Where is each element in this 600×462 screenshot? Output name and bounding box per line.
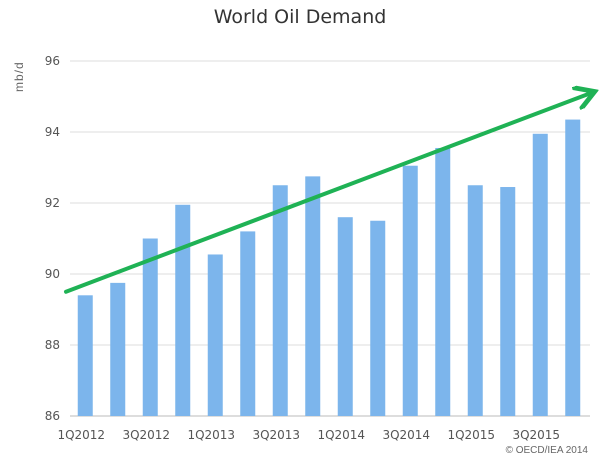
bar-3Q2015 <box>532 133 548 416</box>
bar-2Q2015 <box>500 187 516 416</box>
y-tick-label: 88 <box>45 338 60 352</box>
bar-2Q2014 <box>370 220 386 416</box>
x-tick-label: 3Q2015 <box>512 428 560 442</box>
bar-4Q2013 <box>305 176 321 416</box>
bar-4Q2014 <box>435 147 451 416</box>
bar-3Q2014 <box>402 165 418 416</box>
x-tick-labels: 1Q2012 3Q2012 1Q2013 3Q2013 1Q2014 3Q2014 1Q20… <box>57 428 560 442</box>
bar-4Q2012 <box>175 204 191 416</box>
x-tick-label: 3Q2014 <box>382 428 430 442</box>
y-tick-label: 90 <box>45 267 60 281</box>
bar-1Q2015 <box>467 185 483 416</box>
y-tick-labels: 86 88 90 92 94 96 <box>45 54 60 423</box>
x-tick-label: 3Q2012 <box>122 428 170 442</box>
chart-title: World Oil Demand <box>213 6 387 28</box>
trend-arrow-line <box>64 93 591 294</box>
bar-4Q2015 <box>565 119 581 416</box>
bar-2Q2012 <box>110 282 126 416</box>
y-tick-label: 86 <box>45 409 60 423</box>
x-tick-label: 1Q2015 <box>447 428 495 442</box>
bar-1Q2013 <box>207 254 223 416</box>
bar-1Q2014 <box>337 217 353 416</box>
bar-3Q2013 <box>272 185 288 416</box>
bar-2Q2013 <box>240 231 256 416</box>
bars <box>77 119 581 416</box>
y-tick-label: 96 <box>45 54 60 68</box>
x-tick-label: 1Q2013 <box>187 428 235 442</box>
x-tick-label: 1Q2014 <box>317 428 365 442</box>
trend-arrow <box>64 93 591 294</box>
y-tick-label: 94 <box>45 125 60 139</box>
y-tick-label: 92 <box>45 196 60 210</box>
source-credit: © OECD/IEA 2014 <box>505 445 588 456</box>
x-tick-label: 1Q2012 <box>57 428 105 442</box>
bar-1Q2012 <box>77 295 93 416</box>
x-tick-label: 3Q2013 <box>252 428 300 442</box>
bar-3Q2012 <box>142 238 158 416</box>
